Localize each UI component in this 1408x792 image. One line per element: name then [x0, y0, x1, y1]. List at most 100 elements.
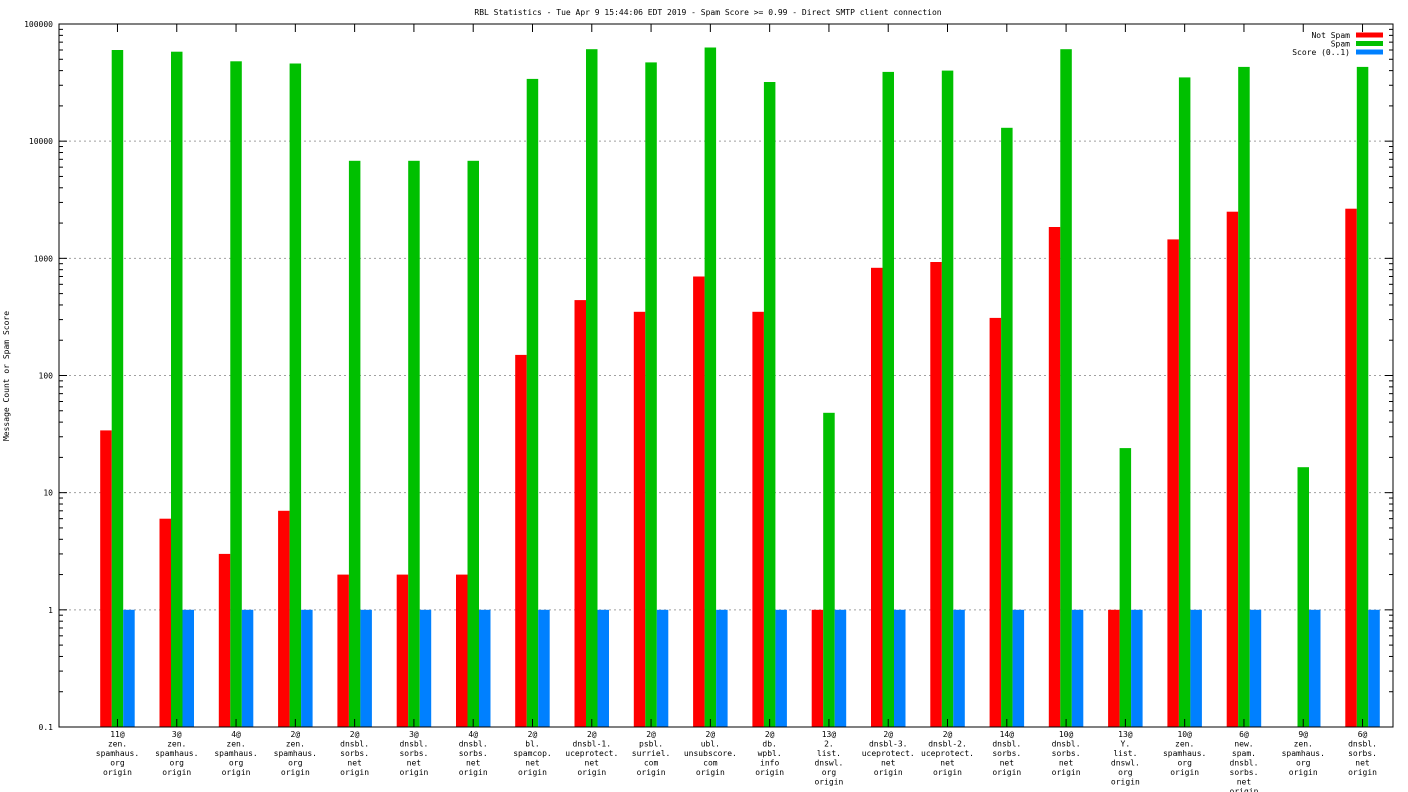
bar-not-spam	[218, 553, 231, 727]
bar-score	[241, 609, 254, 727]
bar-score	[1071, 609, 1084, 727]
bar-spam	[763, 82, 776, 727]
bar-not-spam	[1345, 208, 1357, 727]
bar-score	[1309, 609, 1321, 727]
legend-label: Spam	[1331, 40, 1350, 49]
bar-spam	[111, 50, 124, 727]
x-tick-label: 2@ dnsbl-1. uceprotect. net origin	[565, 730, 618, 777]
bar-not-spam	[456, 574, 468, 727]
bar-score	[775, 609, 787, 727]
bar-not-spam	[574, 300, 586, 727]
bar-not-spam	[871, 267, 883, 727]
legend-swatch	[1356, 49, 1383, 55]
bar-spam	[941, 70, 954, 728]
bar-score	[360, 609, 372, 727]
x-tick-label: 2@ dnsbl. sorbs. net origin	[340, 730, 369, 777]
x-tick-label: 14@ dnsbl. sorbs. net origin	[992, 730, 1021, 777]
bar-score	[123, 609, 135, 727]
y-tick-label: 10000	[29, 137, 53, 146]
x-tick-label: 13@ Y. list. dnswl. org origin	[1111, 730, 1140, 787]
bar-spam	[704, 47, 717, 727]
bar-score	[597, 609, 609, 727]
grid-lines	[59, 140, 1393, 611]
legend-label: Score (0..1)	[1292, 48, 1350, 57]
bar-spam	[467, 160, 479, 728]
x-tick-label: 2@ psbl. surriel. com origin	[632, 730, 671, 777]
bar-spam	[1297, 467, 1309, 727]
y-tick-label: 0.1	[39, 723, 54, 732]
bar-not-spam	[693, 276, 705, 727]
x-tick-label: 2@ dnsbl-3. uceprotect. net origin	[862, 730, 915, 777]
chart-title: RBL Statistics - Tue Apr 9 15:44:06 EDT …	[474, 8, 941, 17]
bar-not-spam	[515, 354, 527, 727]
bar-score	[1249, 609, 1262, 727]
x-tick-label: 2@ db. wpbl. info origin	[755, 730, 784, 777]
legend-swatch	[1356, 32, 1383, 38]
y-tick-label: 10	[43, 489, 53, 498]
bar-score	[834, 609, 847, 727]
y-axis-label: Message Count or Spam Score	[2, 311, 11, 441]
bar-spam	[230, 61, 242, 728]
bar-score	[1368, 609, 1380, 727]
bar-spam	[526, 78, 539, 727]
x-tick-label: 6@ dnsbl. sorbs. net origin	[1348, 730, 1377, 777]
bar-score	[419, 609, 432, 727]
y-tick-label: 1000	[34, 254, 53, 263]
bar-not-spam	[633, 311, 646, 727]
bar-score	[1190, 609, 1202, 727]
bar-not-spam	[752, 311, 764, 727]
bar-score	[301, 609, 313, 727]
y-tick-label: 100	[39, 372, 54, 381]
bar-spam	[1001, 127, 1013, 728]
bar-spam	[408, 160, 420, 728]
x-tick-label: 10@ zen. spamhaus. org origin	[1163, 730, 1206, 777]
x-tick-label: 3@ dnsbl. sorbs. net origin	[399, 730, 428, 777]
bar-not-spam	[989, 317, 1002, 727]
x-tick-label: 6@ new. spam. dnsbl. sorbs. net origin	[1230, 730, 1259, 792]
bar-not-spam	[100, 430, 112, 727]
bar-spam	[1060, 49, 1072, 727]
bar-spam	[289, 63, 302, 727]
x-tick-label: 4@ dnsbl. sorbs. net origin	[459, 730, 488, 777]
x-tick-label: 9@ zen. spamhaus. org origin	[1282, 730, 1325, 777]
bar-spam	[1356, 66, 1369, 727]
x-tick-label: 2@ bl. spamcop. net origin	[513, 730, 552, 777]
bar-score	[656, 609, 669, 727]
bar-not-spam	[930, 262, 942, 727]
x-tick-label: 3@ zen. spamhaus. org origin	[155, 730, 198, 777]
bar-score	[894, 609, 906, 727]
legend-swatch	[1356, 41, 1383, 46]
bar-score	[1131, 609, 1143, 727]
x-tick-label: 4@ zen. spamhaus. org origin	[214, 730, 257, 777]
bar-score	[182, 609, 194, 727]
x-tick-label: 11@ zen. spamhaus. org origin	[96, 730, 139, 777]
x-tick-label: 13@ 2. list. dnswl. org origin	[814, 730, 843, 787]
x-tick-label: 2@ ubl. unsubscore. com origin	[684, 730, 737, 777]
bar-score	[716, 609, 728, 727]
bars	[100, 47, 1380, 728]
bar-spam	[1178, 77, 1191, 727]
bar-not-spam	[811, 609, 824, 727]
bar-score	[953, 609, 965, 727]
bar-not-spam	[1226, 211, 1239, 727]
x-tick-label: 2@ dnsbl-2. uceprotect. net origin	[921, 730, 974, 777]
x-tick-label: 2@ zen. spamhaus. org origin	[274, 730, 317, 777]
bar-spam	[171, 51, 183, 727]
bar-spam	[1238, 66, 1250, 727]
bar-not-spam	[396, 574, 409, 727]
bar-not-spam	[1048, 227, 1061, 727]
bar-spam	[1119, 448, 1132, 727]
bar-score	[538, 609, 550, 727]
bar-spam	[348, 160, 361, 728]
y-tick-label: 100000	[24, 20, 53, 29]
x-tick-label: 10@ dnsbl. sorbs. net origin	[1052, 730, 1081, 777]
bar-not-spam	[337, 574, 349, 727]
bar-spam	[586, 49, 598, 727]
y-tick-label: 1	[48, 606, 53, 615]
bar-spam	[645, 62, 657, 727]
bar-not-spam	[278, 510, 290, 727]
bar-spam	[823, 412, 835, 727]
bar-not-spam	[159, 518, 171, 727]
